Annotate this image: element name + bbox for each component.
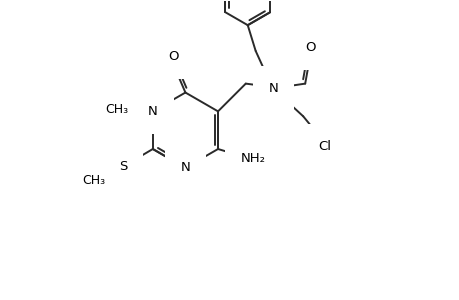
Text: NH₂: NH₂: [241, 152, 266, 165]
Text: Cl: Cl: [318, 140, 331, 152]
Text: CH₃: CH₃: [82, 174, 105, 187]
Text: N: N: [180, 161, 190, 174]
Text: N: N: [148, 105, 157, 118]
Text: O: O: [168, 50, 179, 63]
Text: S: S: [118, 160, 127, 173]
Text: CH₃: CH₃: [106, 103, 129, 116]
Text: N: N: [268, 82, 278, 95]
Text: O: O: [304, 41, 315, 55]
